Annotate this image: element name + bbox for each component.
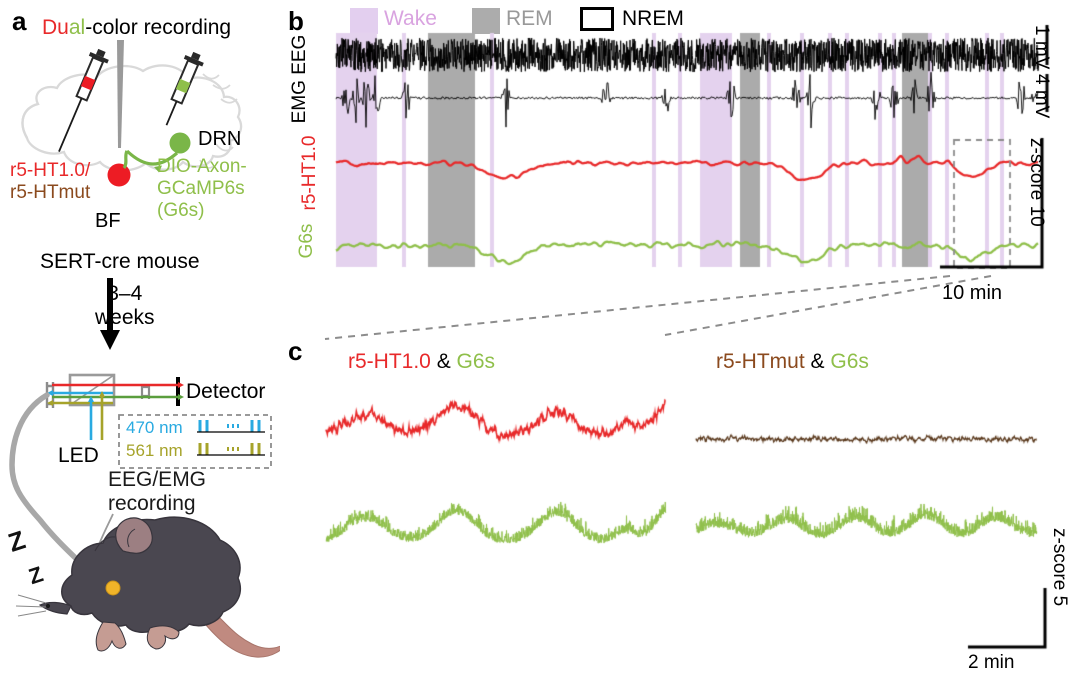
svg-text:561 nm: 561 nm xyxy=(126,441,183,460)
svg-text:EEG/EMG: EEG/EMG xyxy=(108,468,206,491)
svg-text:Z: Z xyxy=(26,561,47,589)
svg-text:Z: Z xyxy=(4,524,28,557)
svg-text:recording: recording xyxy=(108,492,196,515)
svg-text:Detector: Detector xyxy=(186,380,265,403)
svg-text:LED: LED xyxy=(58,444,99,467)
svg-text:470 nm: 470 nm xyxy=(126,418,183,437)
